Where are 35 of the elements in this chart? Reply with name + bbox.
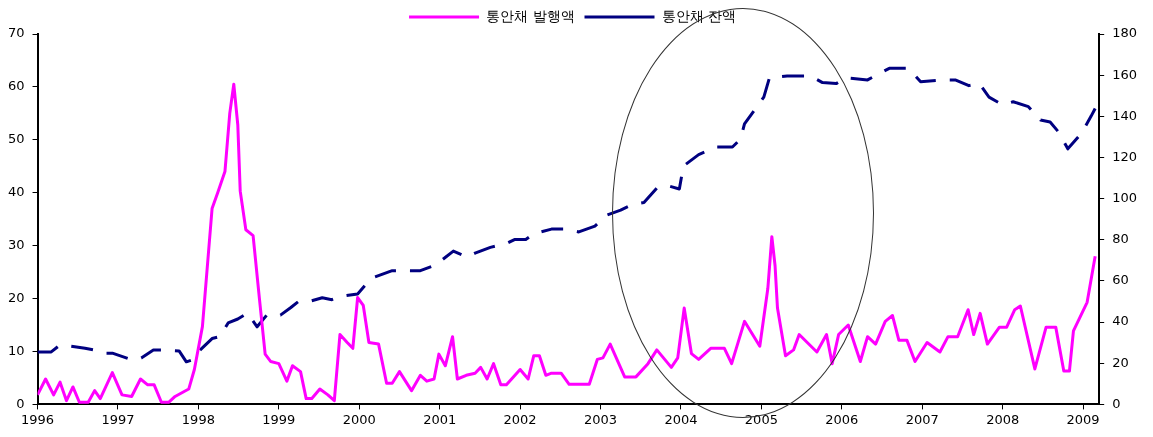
- x-tick-label: 1998: [181, 411, 215, 427]
- y2-tick-label: 160: [1112, 66, 1138, 82]
- line-series: [37, 66, 1097, 364]
- y-tick-label: 50: [8, 131, 25, 147]
- y2-tick-label: 140: [1112, 107, 1138, 123]
- y-tick-label: 30: [8, 237, 25, 253]
- x-tick-label: 2003: [583, 411, 618, 427]
- y2-tick-label: 100: [1112, 190, 1138, 205]
- legend-label: 통안채 발행액: [486, 7, 575, 24]
- y2-tick-label: 0: [1112, 395, 1121, 411]
- x-tick-label: 2004: [664, 411, 698, 427]
- x-tick-label: 2000: [342, 411, 376, 427]
- x-tick-label: 1996: [21, 411, 55, 427]
- y-tick-label: 10: [8, 342, 25, 358]
- x-tick-label: 1997: [101, 411, 135, 427]
- y2-tick-label: 40: [1112, 313, 1129, 329]
- x-tick-label: 2008: [986, 411, 1020, 427]
- y-tick-label: 60: [8, 78, 25, 94]
- x-tick-label: 2009: [1066, 411, 1100, 427]
- y-tick-label: 40: [8, 184, 25, 200]
- x-tick-label: 2001: [423, 411, 457, 427]
- y2-tick-label: 20: [1112, 354, 1129, 370]
- y2-tick-label: 60: [1112, 272, 1129, 288]
- y-tick-label: 70: [8, 25, 25, 41]
- legend-label: 통안채 잔액: [661, 7, 736, 24]
- x-tick-label: 2002: [503, 411, 537, 427]
- y2-tick-label: 120: [1112, 148, 1138, 164]
- y-tick-label: 20: [8, 289, 25, 305]
- x-tick-label: 1999: [262, 411, 296, 427]
- y2-tick-label: 80: [1112, 231, 1129, 247]
- x-tick-label: 2006: [825, 411, 859, 427]
- x-tick-label: 2005: [744, 411, 778, 427]
- x-tick-label: 2007: [905, 411, 939, 427]
- y2-tick-label: 180: [1112, 25, 1138, 41]
- y-tick-label: 0: [16, 395, 25, 411]
